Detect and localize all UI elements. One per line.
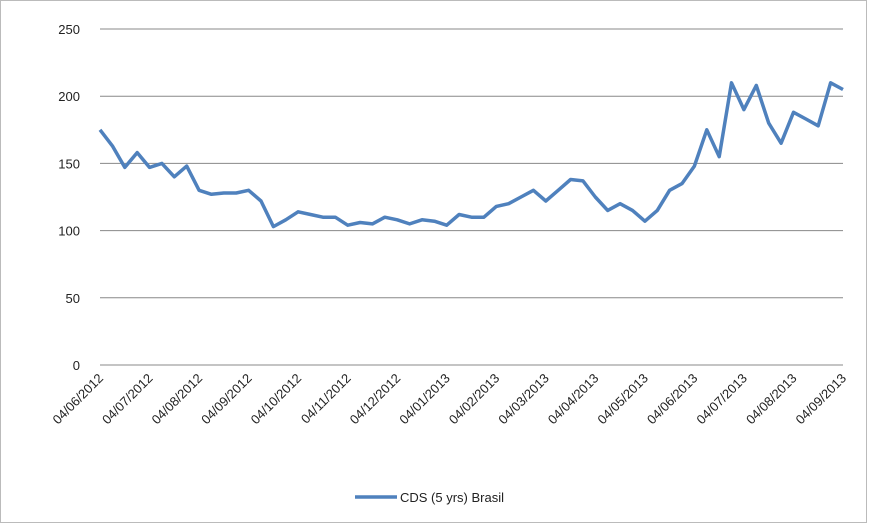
legend-label: CDS (5 yrs) Brasil	[400, 490, 504, 505]
y-tick-label: 0	[73, 358, 80, 373]
y-tick-label: 250	[58, 22, 80, 37]
y-tick-label: 100	[58, 224, 80, 239]
y-tick-label: 50	[66, 291, 80, 306]
y-tick-label: 150	[58, 156, 80, 171]
y-tick-label: 200	[58, 89, 80, 104]
data-line	[98, 81, 844, 229]
